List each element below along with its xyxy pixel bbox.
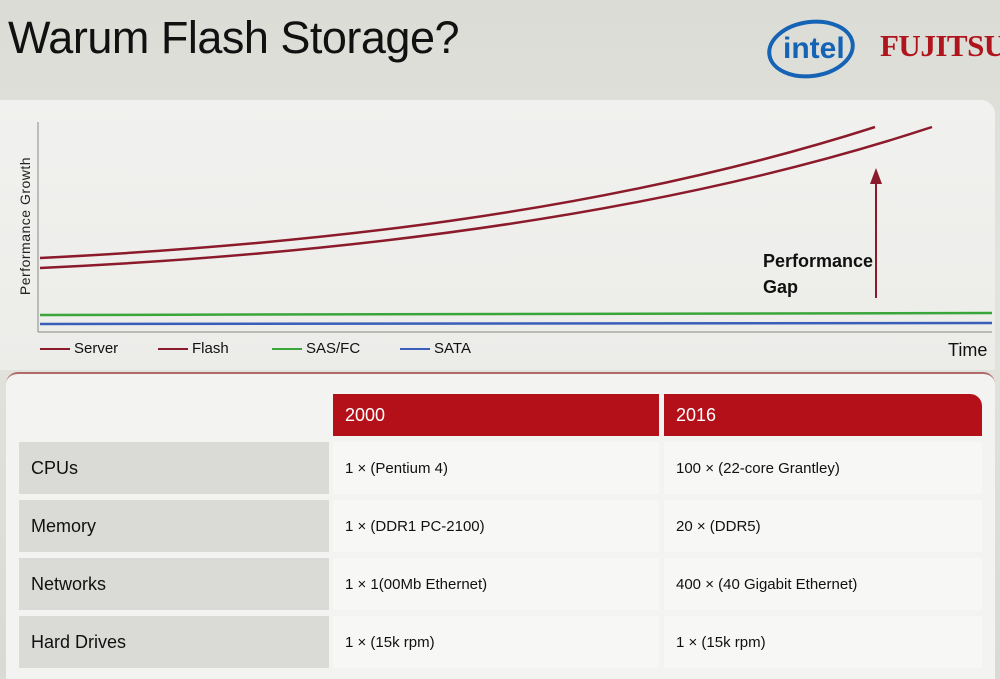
- table-header-2000: 2000: [333, 394, 659, 436]
- legend-swatch: [400, 347, 430, 350]
- legend-item-sata: SATA: [400, 340, 471, 357]
- slide-title: Warum Flash Storage?: [8, 12, 460, 63]
- cell-memory-2016: 20 × (DDR5): [664, 500, 982, 552]
- y-axis-label: Performance Growth: [17, 156, 33, 296]
- table-header-2016: 2016: [664, 394, 982, 436]
- legend-swatch: [272, 347, 302, 350]
- legend-item-server: Server: [40, 340, 118, 357]
- legend-swatch: [158, 347, 188, 350]
- legend-swatch: [40, 347, 70, 350]
- series-sata-line: [39, 321, 993, 326]
- row-label-hard-drives: Hard Drives: [19, 616, 329, 668]
- legend-label: SATA: [434, 340, 471, 357]
- intel-logo: intel: [767, 19, 855, 79]
- cell-memory-2000: 1 × (DDR1 PC-2100): [333, 500, 659, 552]
- performance-chart: [37, 122, 993, 333]
- arrow-head-icon: [870, 168, 882, 184]
- fujitsu-logo: FUJITSU: [880, 28, 1000, 63]
- cell-networks-2016: 400 × (40 Gigabit Ethernet): [664, 558, 982, 610]
- x-axis-label: Time: [948, 340, 988, 360]
- cell-cpus-2000: 1 × (Pentium 4): [333, 442, 659, 494]
- performance-gap-line-2: Gap: [763, 277, 799, 297]
- series-server-line: [39, 125, 876, 260]
- legend-item-sasfc: SAS/FC: [272, 340, 360, 357]
- row-label-memory: Memory: [19, 500, 329, 552]
- cell-cpus-2016: 100 × (22-core Grantley): [664, 442, 982, 494]
- legend-label: Server: [74, 340, 119, 357]
- series-flash-line: [39, 125, 933, 270]
- cell-networks-2000: 1 × 1(00Mb Ethernet): [333, 558, 659, 610]
- legend-label: SAS/FC: [306, 340, 361, 357]
- row-label-networks: Networks: [19, 558, 329, 610]
- performance-gap-label: Performance Gap: [763, 248, 873, 300]
- cell-hard-drives-2000: 1 × (15k rpm): [333, 616, 659, 668]
- cell-hard-drives-2016: 1 × (15k rpm): [664, 616, 982, 668]
- row-label-cpus: CPUs: [19, 442, 329, 494]
- legend-item-flash: Flash: [158, 340, 229, 357]
- comparison-table: 2000 2016 CPUs 1 × (Pentium 4) 100 × (22…: [6, 372, 995, 679]
- performance-gap-line-1: Performance: [763, 251, 874, 271]
- series-sasfc-line: [39, 311, 993, 317]
- svg-text:intel: intel: [783, 32, 845, 65]
- legend-label: Flash: [192, 340, 229, 357]
